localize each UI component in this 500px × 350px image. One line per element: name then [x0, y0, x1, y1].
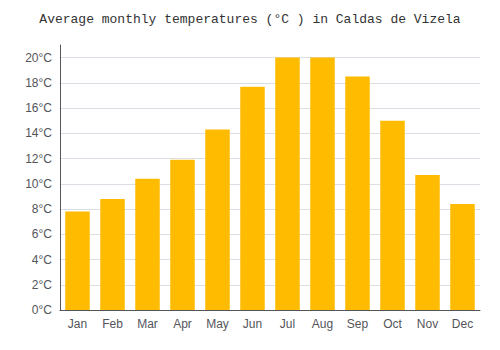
svg-text:4°C: 4°C	[32, 253, 52, 267]
svg-text:20°C: 20°C	[25, 51, 52, 65]
svg-text:8°C: 8°C	[32, 202, 52, 216]
svg-text:2°C: 2°C	[32, 278, 52, 292]
svg-text:6°C: 6°C	[32, 227, 52, 241]
svg-text:16°C: 16°C	[25, 101, 52, 115]
svg-text:Oct: Oct	[383, 317, 402, 331]
svg-text:Average monthly temperatures (: Average monthly temperatures (°C ) in Ca…	[39, 12, 460, 27]
svg-text:10°C: 10°C	[25, 177, 52, 191]
svg-text:Jan: Jan	[68, 317, 87, 331]
svg-text:Feb: Feb	[102, 317, 123, 331]
svg-text:Nov: Nov	[417, 317, 438, 331]
svg-text:Apr: Apr	[173, 317, 192, 331]
svg-text:0°C: 0°C	[32, 303, 52, 317]
svg-text:Jul: Jul	[280, 317, 295, 331]
svg-text:May: May	[206, 317, 229, 331]
svg-text:18°C: 18°C	[25, 76, 52, 90]
svg-text:12°C: 12°C	[25, 152, 52, 166]
svg-text:Jun: Jun	[243, 317, 262, 331]
svg-text:14°C: 14°C	[25, 126, 52, 140]
svg-text:Dec: Dec	[452, 317, 473, 331]
svg-text:Mar: Mar	[137, 317, 158, 331]
svg-text:Aug: Aug	[312, 317, 333, 331]
svg-text:Sep: Sep	[347, 317, 369, 331]
